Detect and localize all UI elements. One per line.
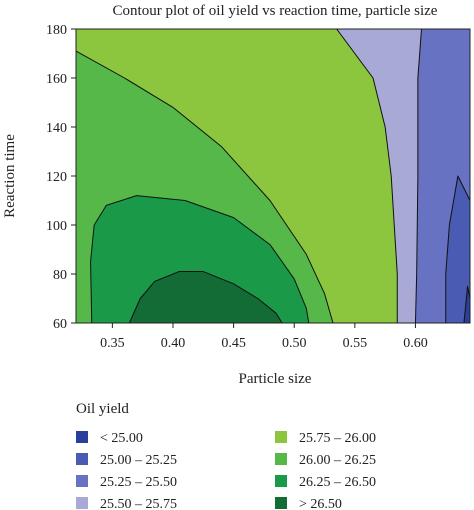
legend-title: Oil yield — [76, 401, 129, 417]
legend-label: < 25.00 — [100, 431, 143, 446]
legend-swatch — [275, 497, 287, 509]
legend-swatch — [76, 475, 88, 487]
x-axis-ticks: 0.35 0.40 0.45 0.50 0.55 0.60 — [100, 323, 428, 351]
x-tick-label: 0.40 — [161, 336, 186, 351]
x-tick-label: 0.45 — [221, 336, 246, 351]
y-tick-label: 80 — [53, 268, 67, 283]
y-tick-label: 140 — [46, 121, 67, 136]
legend-label: > 26.50 — [299, 497, 342, 510]
y-axis-ticks: 60 80 100 120 140 160 180 — [46, 23, 76, 332]
contour-region-7 — [128, 271, 283, 323]
x-tick-label: 0.50 — [282, 336, 307, 351]
contour-region-4 — [463, 285, 470, 323]
legend-label: 25.75 – 26.00 — [299, 431, 376, 446]
y-axis-label: Reaction time — [2, 134, 18, 218]
contour-region-6 — [90, 195, 310, 323]
x-axis-label: Particle size — [239, 371, 312, 387]
legend-label: 25.25 – 25.50 — [100, 475, 177, 490]
legend: < 25.00 25.00 – 25.25 25.25 – 25.50 25.50 –… — [76, 431, 376, 510]
contour-regions — [76, 29, 470, 323]
x-tick-label: 0.35 — [100, 336, 125, 351]
legend-label: 26.25 – 26.50 — [299, 475, 376, 490]
y-tick-label: 60 — [53, 317, 67, 332]
legend-label: 26.00 – 26.25 — [299, 453, 376, 468]
legend-swatch — [275, 475, 287, 487]
y-tick-label: 120 — [46, 170, 67, 185]
legend-label: 25.00 – 25.25 — [100, 453, 177, 468]
contour-region-3 — [445, 175, 470, 323]
y-tick-label: 160 — [46, 72, 67, 87]
legend-swatch — [76, 431, 88, 443]
legend-swatch — [275, 453, 287, 465]
y-tick-label: 180 — [46, 23, 67, 38]
legend-swatch — [76, 497, 88, 509]
chart-title: Contour plot of oil yield vs reaction ti… — [113, 3, 438, 19]
x-tick-label: 0.60 — [403, 336, 428, 351]
legend-swatch — [275, 431, 287, 443]
legend-swatch — [76, 453, 88, 465]
x-tick-label: 0.55 — [343, 336, 368, 351]
y-tick-label: 100 — [46, 219, 67, 234]
legend-label: 25.50 – 25.75 — [100, 497, 177, 510]
